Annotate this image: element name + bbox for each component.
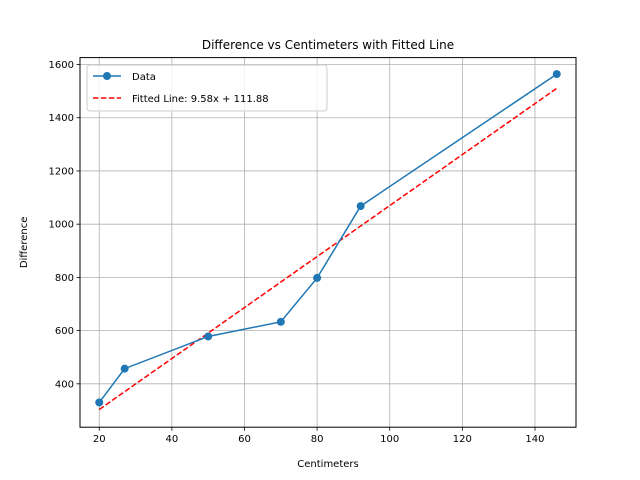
x-tick-label: 20 — [93, 434, 106, 445]
y-tick-label: 400 — [55, 379, 74, 390]
data-point — [552, 70, 561, 79]
data-point — [356, 202, 365, 211]
x-tick-label: 60 — [238, 434, 251, 445]
fitted-line — [98, 87, 558, 411]
legend-data-marker — [103, 72, 111, 80]
plot-frame — [79, 57, 577, 428]
y-tick-label: 1000 — [49, 220, 74, 231]
legend-box — [86, 64, 328, 112]
y-tick-label: 1600 — [49, 60, 74, 71]
data-point — [276, 317, 285, 326]
data-point — [313, 273, 322, 282]
data-point — [120, 364, 129, 373]
x-axis-label: Centimeters — [297, 459, 358, 470]
data-point — [95, 398, 104, 407]
ticks: 20 40 60 80 100 120 140 400 600 800 1000 1200 1400 16… — [49, 60, 545, 445]
y-axis-label: Difference — [19, 217, 30, 269]
grid — [80, 57, 576, 428]
x-tick-label: 140 — [525, 434, 544, 445]
y-tick-label: 800 — [55, 273, 74, 284]
x-tick-label: 120 — [453, 434, 472, 445]
legend-fit-label: Fitted Line: 9.58x + 111.88 — [132, 94, 269, 105]
x-tick-label: 40 — [165, 434, 178, 445]
legend-data-label: Data — [132, 72, 156, 83]
chart-title: Difference vs Centimeters with Fitted Li… — [202, 38, 454, 52]
y-tick-label: 1400 — [49, 113, 74, 124]
series-layer — [95, 70, 561, 411]
legend: Data Fitted Line: 9.58x + 111.88 — [86, 64, 328, 112]
data-point — [204, 332, 213, 341]
x-tick-label: 80 — [311, 434, 324, 445]
y-tick-label: 1200 — [49, 166, 74, 177]
y-tick-label: 600 — [55, 326, 74, 337]
x-tick-label: 100 — [380, 434, 399, 445]
